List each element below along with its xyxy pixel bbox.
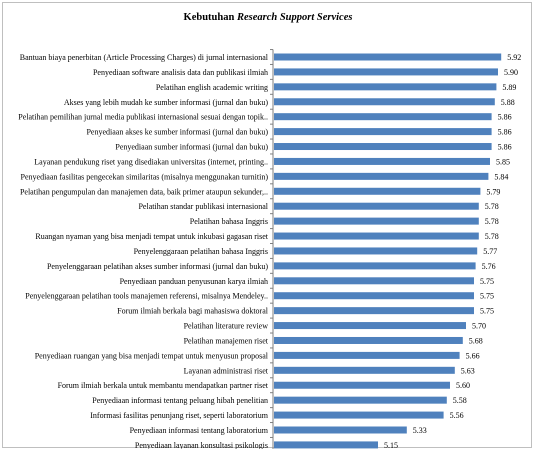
category-label: Penyelenggaraan pelatihan akses sumber i… <box>47 262 268 271</box>
category-label: Informasi fasilitas penunjang riset, sep… <box>90 411 269 420</box>
value-label: 5.75 <box>480 292 494 301</box>
category-label: Pelatihan bahasa Inggris <box>190 217 268 226</box>
bar <box>274 172 489 180</box>
category-label: Forum ilmiah berkala bagi mahasiswa dokt… <box>117 307 269 316</box>
category-label: Layanan administrasi riset <box>184 366 269 375</box>
category-label: Penyediaan ruangan yang bisa menjadi tem… <box>35 351 269 360</box>
value-label: 5.68 <box>469 336 483 345</box>
bar <box>274 83 497 91</box>
value-label: 5.86 <box>498 113 512 122</box>
category-label: Penyediaan software analisis data dan pu… <box>93 68 268 77</box>
category-label: Ruangan nyaman yang bisa menjadi tempat … <box>35 232 268 241</box>
bar <box>274 336 463 344</box>
bar <box>274 277 474 285</box>
value-label: 5.58 <box>453 396 467 405</box>
category-label: Penyediaan informasi tentang peluang hib… <box>92 396 268 405</box>
bar <box>274 396 447 404</box>
bar <box>274 381 450 389</box>
category-label: Penyediaan panduan penyusunan karya ilmi… <box>120 277 268 286</box>
category-label: Pelatihan pengumpulan dan manajemen data… <box>20 187 268 196</box>
value-label: 5.33 <box>413 426 427 435</box>
bar <box>274 187 481 195</box>
bar <box>274 217 479 225</box>
value-label: 5.63 <box>461 366 475 375</box>
bar <box>274 411 444 419</box>
bar <box>274 307 474 315</box>
category-label: Penyediaan informasi tentang laboratoriu… <box>130 426 269 435</box>
category-label: Penyediaan fasilitas pengecekan similari… <box>21 172 269 181</box>
category-label: Pelatihan literature review <box>184 322 269 331</box>
bar <box>274 351 460 359</box>
bar <box>274 98 495 106</box>
value-label: 5.90 <box>504 68 518 77</box>
bar <box>274 202 479 210</box>
value-label: 5.86 <box>498 143 512 152</box>
value-label: 5.86 <box>498 128 512 137</box>
chart-frame: Kebutuhan Research Support Services Bant… <box>2 2 533 449</box>
category-label: Pelatihan manajemen riset <box>184 336 269 345</box>
bar <box>274 366 455 374</box>
chart-title-italic: Research Support Services <box>236 12 353 23</box>
bar <box>274 232 479 240</box>
bar <box>274 113 492 121</box>
category-label: Penyelenggaraan pelatihan tools manajeme… <box>25 292 268 301</box>
bar <box>274 426 407 434</box>
value-label: 5.76 <box>482 262 496 271</box>
bar <box>274 441 378 449</box>
bar <box>274 128 492 136</box>
category-label: Akses yang lebih mudah ke sumber informa… <box>64 98 269 107</box>
category-label: Layanan pendukung riset yang disediakan … <box>34 157 268 166</box>
value-label: 5.78 <box>485 217 499 226</box>
value-label: 5.78 <box>485 232 499 241</box>
category-label: Penyediaan akses ke sumber informasi (ju… <box>86 128 268 137</box>
category-label: Pelatihan pemilihan jurnal media publika… <box>18 113 268 122</box>
category-label: Forum ilmiah berkala untuk membantu mend… <box>58 381 269 390</box>
category-label: Penyelenggaraan pelatihan bahasa Inggris <box>134 247 268 256</box>
value-label: 5.92 <box>507 53 521 62</box>
category-label: Bantuan biaya penerbitan (Article Proces… <box>20 53 269 62</box>
category-label: Penyediaan layanan konsultasi psikologis <box>135 441 268 449</box>
bar <box>274 292 474 300</box>
bar-chart: Bantuan biaya penerbitan (Article Proces… <box>18 49 521 449</box>
chart-title-plain: Kebutuhan <box>183 12 237 23</box>
chart-title: Kebutuhan Research Support Services <box>3 12 533 23</box>
value-label: 5.60 <box>456 381 470 390</box>
value-label: 5.56 <box>450 411 464 420</box>
category-label: Penyediaan sumber informasi (jurnal dan … <box>115 143 268 152</box>
bar <box>274 143 492 151</box>
value-label: 5.84 <box>494 172 508 181</box>
bar <box>274 247 478 255</box>
value-label: 5.15 <box>384 441 398 449</box>
bar <box>274 53 502 61</box>
value-label: 5.78 <box>485 202 499 211</box>
value-label: 5.79 <box>486 187 500 196</box>
value-label: 5.75 <box>480 307 494 316</box>
bar <box>274 68 498 76</box>
category-label: Pelatihan standar publikasi internasiona… <box>138 202 268 211</box>
value-label: 5.70 <box>472 322 486 331</box>
value-label: 5.89 <box>502 83 516 92</box>
bar <box>274 157 490 165</box>
value-label: 5.85 <box>496 157 510 166</box>
bar <box>274 262 476 270</box>
value-label: 5.88 <box>501 98 515 107</box>
value-label: 5.77 <box>483 247 497 256</box>
category-label: Pelatihan english academic writing <box>156 83 268 92</box>
value-label: 5.75 <box>480 277 494 286</box>
bar <box>274 322 466 330</box>
value-label: 5.66 <box>466 351 480 360</box>
